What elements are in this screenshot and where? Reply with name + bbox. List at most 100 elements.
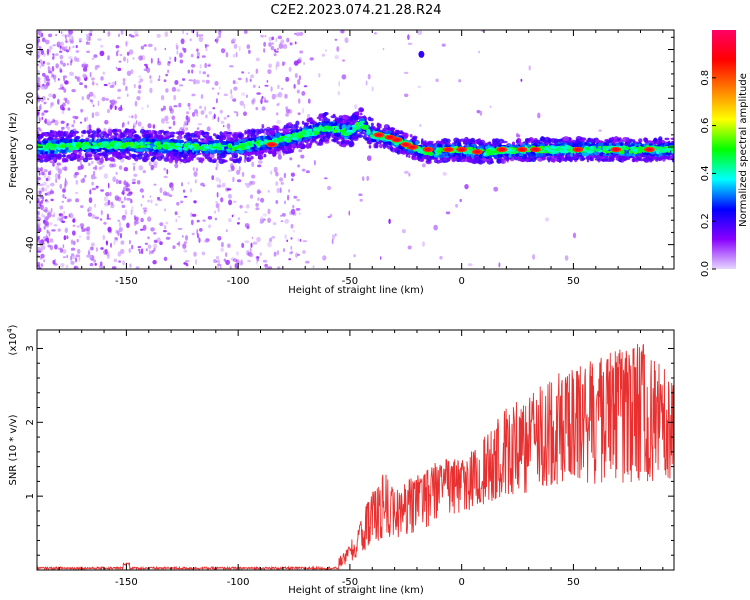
noise-speck	[59, 45, 62, 49]
noise-speck	[48, 45, 53, 50]
noise-speck	[248, 71, 250, 74]
noise-speck	[51, 229, 56, 232]
noise-speck	[177, 215, 181, 218]
noise-speck	[233, 111, 237, 113]
noise-speck	[215, 98, 218, 104]
noise-speck	[54, 79, 56, 83]
noise-speck	[458, 79, 462, 83]
noise-speck	[91, 81, 95, 86]
noise-speck	[46, 52, 50, 56]
noise-speck	[43, 214, 46, 219]
halo-point	[318, 140, 324, 146]
halo-point	[520, 159, 525, 163]
noise-speck	[74, 116, 78, 120]
noise-speck	[199, 105, 202, 110]
noise-speck	[52, 93, 56, 99]
halo-point	[466, 139, 470, 144]
noise-speck	[280, 87, 284, 90]
noise-speck	[216, 263, 222, 267]
noise-speck	[99, 261, 103, 266]
noise-speck	[79, 160, 82, 166]
halo-point	[86, 157, 93, 160]
noise-speck	[267, 208, 271, 215]
noise-speck	[260, 216, 264, 222]
noise-speck	[215, 177, 220, 182]
noise-speck	[168, 126, 172, 129]
noise-speck	[248, 253, 254, 258]
noise-speck	[64, 46, 67, 50]
noise-speck	[38, 30, 42, 33]
noise-speck	[479, 110, 483, 116]
halo-point	[127, 129, 132, 134]
noise-speck	[70, 239, 74, 245]
noise-speck	[142, 224, 147, 231]
noise-speck	[179, 52, 183, 58]
halo-point	[156, 155, 163, 161]
noise-speck	[228, 218, 232, 223]
noise-speck	[268, 63, 272, 69]
noise-speck	[338, 81, 341, 87]
noise-speck	[97, 100, 100, 107]
noise-speck	[73, 119, 76, 124]
halo-point	[309, 121, 314, 125]
noise-speck	[303, 85, 308, 88]
halo-point	[671, 157, 674, 163]
halo-point	[251, 130, 256, 134]
noise-speck	[150, 57, 153, 64]
noise-speck	[69, 212, 73, 217]
noise-speck	[202, 219, 206, 222]
noise-speck	[279, 42, 282, 45]
noise-speck	[230, 88, 233, 95]
noise-speck	[79, 121, 83, 124]
noise-speck	[149, 195, 152, 199]
noise-speck	[70, 253, 75, 257]
halo-point	[338, 115, 343, 119]
noise-speck	[366, 175, 370, 182]
noise-speck	[249, 78, 252, 83]
halo-point	[617, 138, 621, 142]
noise-speck	[44, 118, 48, 125]
noise-speck	[327, 185, 332, 191]
noise-speck	[404, 71, 409, 74]
noise-speck	[302, 250, 306, 254]
noise-speck	[72, 45, 75, 49]
halo-point	[76, 157, 81, 162]
noise-speck	[61, 220, 66, 224]
noise-speck	[229, 265, 232, 269]
noise-speck	[94, 262, 97, 266]
noise-speck	[172, 120, 176, 126]
halo-point	[348, 120, 355, 126]
noise-speck	[42, 196, 44, 202]
noise-speck	[91, 77, 95, 81]
noise-speck	[66, 235, 69, 240]
noise-speck	[143, 209, 148, 212]
noise-speck	[198, 70, 202, 75]
noise-speck	[296, 32, 300, 37]
noise-speck	[293, 32, 297, 35]
halo-point	[409, 134, 413, 138]
noise-speck	[68, 46, 71, 51]
noise-speck	[55, 178, 58, 184]
noise-speck	[44, 221, 49, 226]
halo-point	[101, 152, 107, 157]
noise-speck	[299, 31, 304, 36]
halo-point	[176, 156, 182, 159]
noise-speck	[182, 235, 184, 238]
noise-speck	[91, 181, 94, 186]
noise-speck	[103, 196, 108, 202]
noise-speck	[41, 98, 44, 103]
noise-speck	[152, 260, 157, 265]
noise-speck	[136, 220, 140, 224]
noise-speck	[200, 110, 205, 115]
halo-point	[624, 142, 628, 145]
noise-speck	[159, 241, 163, 246]
noise-speck	[39, 204, 44, 210]
noise-speck	[74, 75, 78, 79]
noise-speck	[243, 158, 247, 163]
noise-speck	[61, 46, 65, 51]
halo-point	[72, 130, 79, 134]
noise-speck	[84, 117, 87, 122]
halo-point	[332, 138, 337, 142]
noise-speck	[280, 39, 285, 44]
noise-speck	[147, 199, 151, 203]
